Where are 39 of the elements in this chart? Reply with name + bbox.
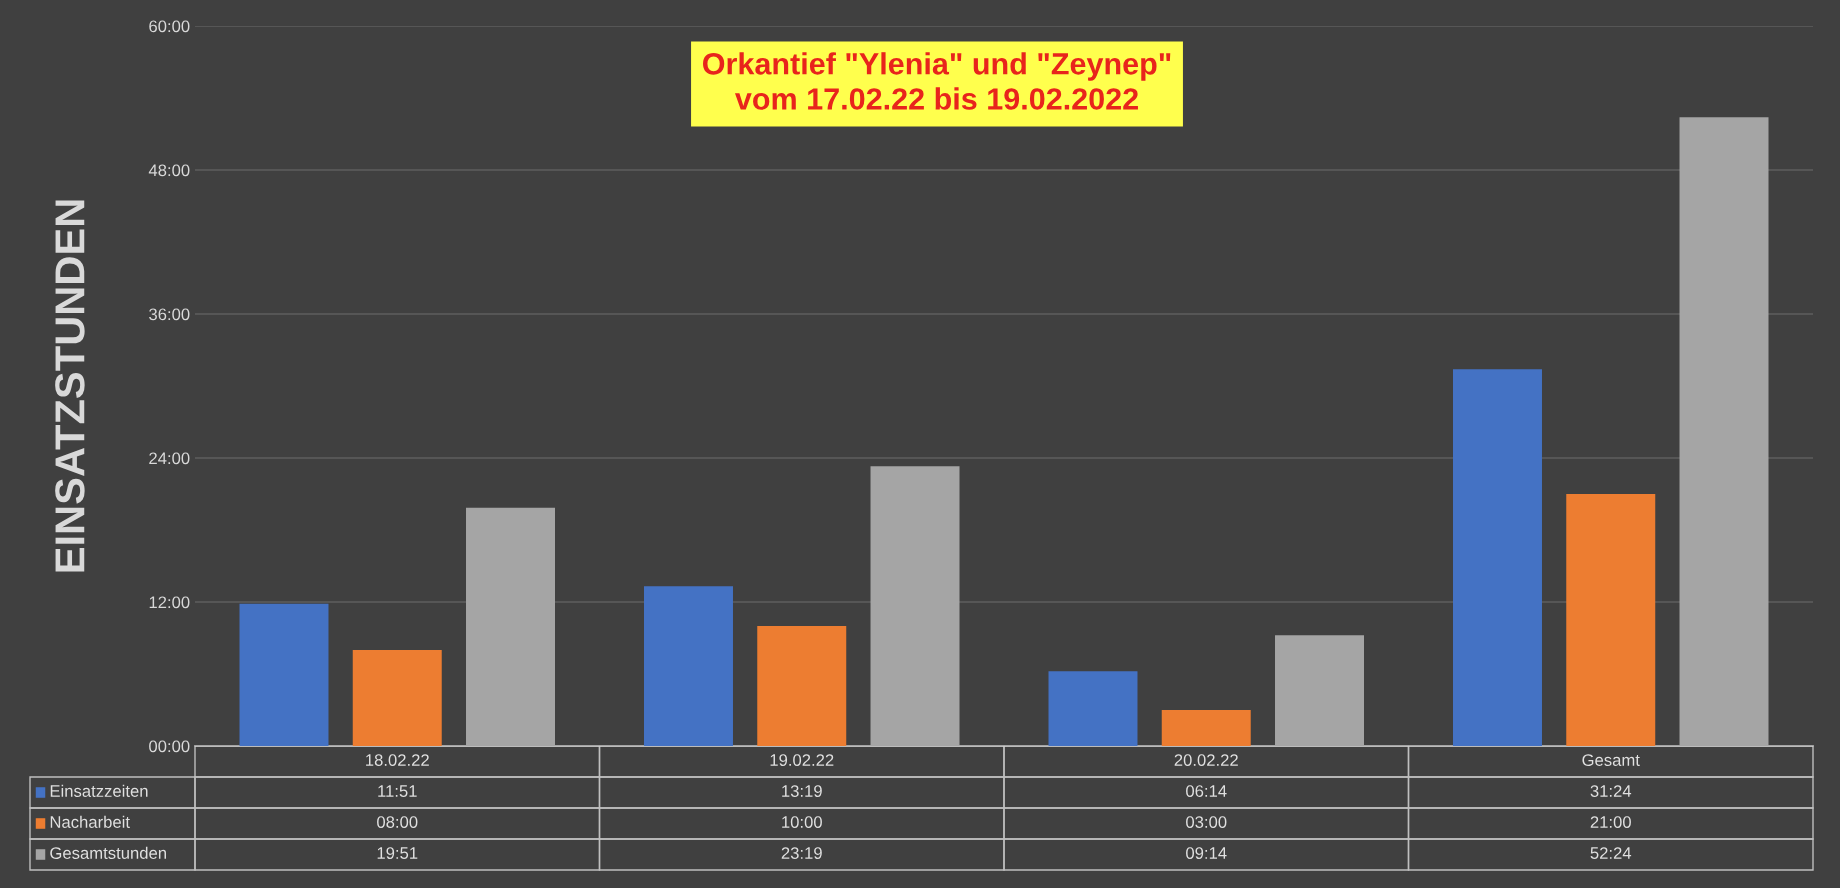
data-label: 03:00 (1186, 816, 1227, 828)
x-tick-label: 19.02.22 (770, 754, 834, 766)
bar (1566, 494, 1656, 746)
x-tick-label: 20.02.22 (1174, 754, 1238, 766)
bar (239, 603, 329, 746)
data-label: 23:19 (781, 847, 822, 859)
data-label: 09:14 (1186, 847, 1227, 859)
y-tick-label: 24:00 (149, 452, 190, 465)
data-label: 11:51 (378, 785, 417, 797)
data-label: 06:14 (1186, 785, 1227, 797)
data-label: 08:00 (377, 816, 418, 828)
y-tick-label: 00:00 (149, 740, 190, 753)
bar (1161, 710, 1251, 746)
y-tick-label: 12:00 (149, 596, 190, 609)
y-tick-label: 48:00 (148, 164, 190, 177)
data-label: 31:24 (1590, 785, 1632, 797)
bar (757, 626, 847, 746)
y-tick-label: 36:00 (149, 308, 190, 321)
bar (352, 650, 442, 746)
x-tick-label: 18.02.22 (366, 754, 429, 766)
legend-label: Gesamtstunden (50, 846, 166, 859)
text: Orkantief "Ylenia" und "Zeynep" vom 17.02.22 bis 19.02.2022 (703, 52, 1171, 110)
y-axis-title: EINSATZSTUNDEN (55, 200, 85, 572)
bar (870, 466, 960, 746)
data-label: 52:24 (1590, 847, 1632, 859)
bar (1275, 635, 1364, 746)
bar (1452, 369, 1542, 746)
y-tick-label: 60:00 (149, 20, 190, 33)
bar (1679, 117, 1769, 746)
data-label: 10:00 (782, 816, 822, 828)
legend-label: Einsatzzeiten (50, 784, 148, 797)
bar (1048, 671, 1138, 746)
data-label: 19:51 (377, 847, 418, 859)
data-label: 13:19 (782, 785, 822, 797)
bar (643, 586, 733, 746)
legend-label: Nacharbeit (50, 815, 130, 828)
x-tick-label: Gesamt (1582, 754, 1640, 766)
bar (466, 507, 555, 746)
data-label: 21:00 (1590, 816, 1631, 828)
